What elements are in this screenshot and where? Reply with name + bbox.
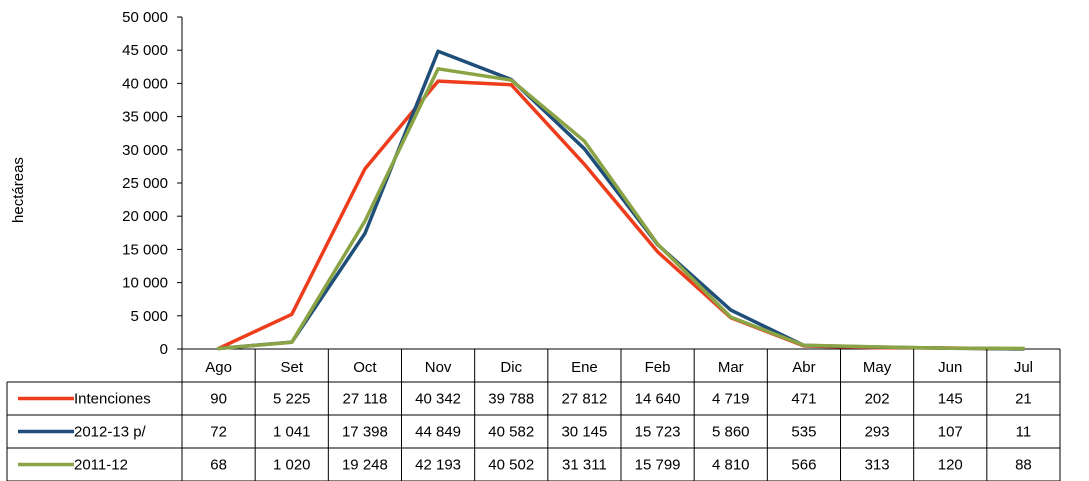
series-line bbox=[216, 67, 1026, 351]
x-tick-label: Mar bbox=[718, 359, 744, 376]
x-tick-label: Feb bbox=[645, 359, 671, 376]
x-tick-label: Ene bbox=[571, 359, 598, 376]
data-cell: 31 311 bbox=[562, 457, 607, 474]
data-cell: 19 248 bbox=[342, 457, 388, 474]
data-cell: 4 810 bbox=[712, 457, 750, 474]
data-cell: 535 bbox=[791, 424, 816, 441]
data-cell: 107 bbox=[938, 424, 963, 441]
y-tick-label: 15 000 bbox=[122, 241, 168, 258]
data-cell: 471 bbox=[791, 391, 816, 408]
data-cell: 90 bbox=[210, 391, 227, 408]
data-cell: 202 bbox=[865, 391, 890, 408]
data-cell: 40 502 bbox=[488, 457, 534, 474]
y-tick-label: 50 000 bbox=[122, 9, 168, 26]
y-tick-label: 40 000 bbox=[122, 75, 168, 92]
legend-label: 2011-12 bbox=[74, 457, 128, 474]
series-line bbox=[216, 49, 1026, 351]
x-tick-label: Jun bbox=[938, 359, 962, 376]
x-tick-label: Abr bbox=[792, 359, 815, 376]
data-cell: 15 799 bbox=[635, 457, 681, 474]
x-tick-label: Ago bbox=[205, 359, 232, 376]
legend-label: Intenciones bbox=[74, 391, 151, 408]
data-cell: 15 723 bbox=[635, 424, 681, 441]
data-cell: 293 bbox=[865, 424, 890, 441]
data-cell: 40 342 bbox=[415, 391, 461, 408]
data-cell: 27 118 bbox=[343, 391, 388, 408]
y-axis-label: hectáreas bbox=[10, 157, 27, 223]
data-cell: 17 398 bbox=[342, 424, 388, 441]
data-cell: 40 582 bbox=[488, 424, 534, 441]
data-cell: 5 225 bbox=[273, 391, 311, 408]
x-tick-label: Oct bbox=[353, 359, 377, 376]
data-cell: 39 788 bbox=[488, 391, 534, 408]
x-tick-label: Jul bbox=[1014, 359, 1033, 376]
data-cell: 4 719 bbox=[712, 391, 750, 408]
x-tick-label: Nov bbox=[425, 359, 452, 376]
data-cell: 27 812 bbox=[561, 391, 607, 408]
data-cell: 313 bbox=[865, 457, 890, 474]
axes: 0 5 000 10 000 15 000 20 000 25 000 30 000 35 0… bbox=[122, 9, 1060, 358]
series-line bbox=[216, 79, 1026, 351]
data-cell: 145 bbox=[938, 391, 963, 408]
data-cell: 30 145 bbox=[561, 424, 607, 441]
data-cell: 14 640 bbox=[635, 391, 681, 408]
data-cell: 42 193 bbox=[415, 457, 461, 474]
y-tick-label: 20 000 bbox=[122, 208, 168, 225]
x-tick-label: Set bbox=[280, 359, 303, 376]
y-tick-label: 30 000 bbox=[122, 142, 168, 159]
y-tick-label: 35 000 bbox=[122, 109, 168, 126]
data-cell: 5 860 bbox=[712, 424, 750, 441]
data-cell: 566 bbox=[791, 457, 816, 474]
x-tick-label: May bbox=[863, 359, 892, 376]
legend-label: 2012-13 p/ bbox=[74, 424, 147, 441]
data-cell: 11 bbox=[1016, 424, 1032, 441]
data-cell: 1 041 bbox=[273, 424, 311, 441]
data-cell: 44 849 bbox=[415, 424, 461, 441]
y-tick-label: 0 bbox=[160, 341, 168, 358]
y-tick-label: 45 000 bbox=[122, 42, 168, 59]
data-cell: 88 bbox=[1015, 457, 1032, 474]
x-tick-label: Dic bbox=[500, 359, 522, 376]
y-tick-label: 5 000 bbox=[130, 308, 168, 325]
y-tick-label: 25 000 bbox=[122, 175, 168, 192]
data-cell: 68 bbox=[210, 457, 227, 474]
y-tick-label: 10 000 bbox=[122, 275, 168, 292]
data-cell: 21 bbox=[1015, 391, 1032, 408]
series-lines bbox=[216, 49, 1026, 351]
data-table: Ago Set Oct Nov Dic Ene Feb Mar Abr May Jun Jul Inte… bbox=[6, 349, 1061, 481]
data-cell: 1 020 bbox=[273, 457, 311, 474]
data-cell: 72 bbox=[210, 424, 227, 441]
data-cell: 120 bbox=[938, 457, 963, 474]
